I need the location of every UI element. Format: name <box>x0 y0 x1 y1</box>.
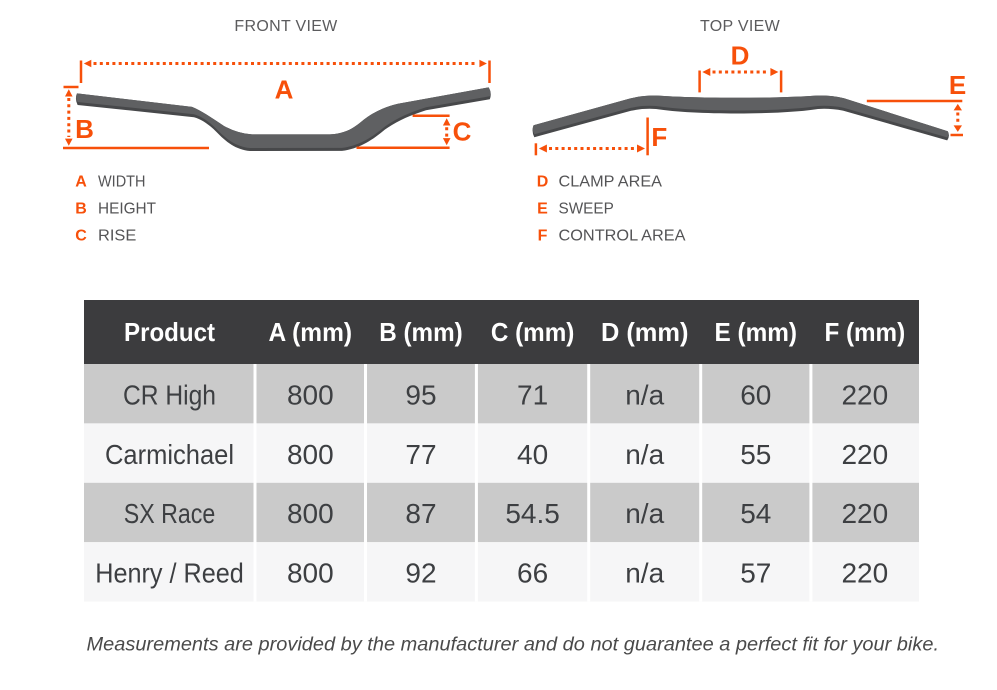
svg-text:71: 71 <box>517 379 548 410</box>
svg-text:40: 40 <box>517 439 548 470</box>
svg-text:SWEEP: SWEEP <box>559 201 614 218</box>
svg-text:800: 800 <box>287 498 334 529</box>
svg-text:TOP VIEW: TOP VIEW <box>700 18 781 35</box>
svg-text:A: A <box>75 174 87 191</box>
svg-text:n/a: n/a <box>625 379 664 410</box>
svg-text:E: E <box>949 70 966 100</box>
svg-text:n/a: n/a <box>625 439 664 470</box>
svg-text:B: B <box>75 201 87 218</box>
svg-text:Carmichael: Carmichael <box>105 439 234 470</box>
svg-text:87: 87 <box>405 498 436 529</box>
svg-text:220: 220 <box>841 379 888 410</box>
svg-text:D: D <box>537 174 549 191</box>
svg-text:E: E <box>537 201 548 218</box>
svg-text:F (mm): F (mm) <box>824 317 905 347</box>
svg-text:54: 54 <box>740 498 771 529</box>
svg-text:FRONT VIEW: FRONT VIEW <box>234 18 338 35</box>
svg-text:SX Race: SX Race <box>124 498 216 529</box>
svg-text:C: C <box>75 228 87 245</box>
svg-text:800: 800 <box>287 558 334 589</box>
svg-text:CONTROL AREA: CONTROL AREA <box>559 228 686 245</box>
svg-text:B: B <box>75 114 94 144</box>
svg-text:n/a: n/a <box>625 558 664 589</box>
svg-text:A (mm): A (mm) <box>269 317 353 347</box>
svg-text:Product: Product <box>124 317 215 347</box>
svg-text:54.5: 54.5 <box>505 498 560 529</box>
svg-text:55: 55 <box>740 439 771 470</box>
svg-text:D (mm): D (mm) <box>601 317 689 347</box>
svg-text:F: F <box>538 228 548 245</box>
svg-text:60: 60 <box>740 379 771 410</box>
svg-text:220: 220 <box>841 498 888 529</box>
svg-text:Henry / Reed: Henry / Reed <box>95 558 244 589</box>
svg-text:E (mm): E (mm) <box>715 317 798 347</box>
svg-text:WIDTH: WIDTH <box>98 174 146 191</box>
svg-text:220: 220 <box>841 558 888 589</box>
svg-text:RISE: RISE <box>98 228 136 245</box>
svg-text:HEIGHT: HEIGHT <box>98 201 156 218</box>
svg-text:800: 800 <box>287 379 334 410</box>
svg-text:n/a: n/a <box>625 498 664 529</box>
svg-text:C (mm): C (mm) <box>491 317 575 347</box>
svg-text:A: A <box>275 75 294 105</box>
svg-text:C: C <box>453 116 472 146</box>
svg-text:800: 800 <box>287 439 334 470</box>
svg-text:57: 57 <box>740 558 771 589</box>
svg-text:220: 220 <box>841 439 888 470</box>
svg-text:CLAMP AREA: CLAMP AREA <box>559 174 663 191</box>
svg-text:95: 95 <box>405 379 436 410</box>
svg-text:CR High: CR High <box>123 379 216 410</box>
svg-text:B (mm): B (mm) <box>379 317 463 347</box>
svg-text:F: F <box>651 122 667 152</box>
svg-text:92: 92 <box>405 558 436 589</box>
svg-text:77: 77 <box>405 439 436 470</box>
svg-text:Measurements are provided by t: Measurements are provided by the manufac… <box>87 635 940 656</box>
svg-text:66: 66 <box>517 558 548 589</box>
svg-text:D: D <box>731 41 750 71</box>
